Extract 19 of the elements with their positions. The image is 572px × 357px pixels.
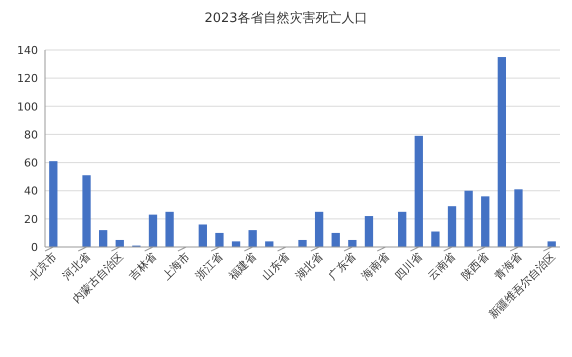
- x-tick-label: 陕西省: [458, 250, 492, 282]
- x-tick-label: 山东省: [259, 250, 292, 282]
- x-tick-label: 广东省: [326, 250, 358, 282]
- y-tick-label: 140: [17, 44, 38, 57]
- x-tick-label: 湖北省: [292, 250, 326, 282]
- chart-title: 2023各省自然灾害死亡人口: [204, 10, 368, 26]
- x-tick-label: 吉林省: [126, 250, 160, 282]
- y-tick-label: 100: [17, 100, 38, 114]
- x-tick-label: 福建省: [226, 250, 259, 282]
- y-tick-label: 120: [17, 72, 38, 86]
- x-tick-label: 四川省: [392, 250, 425, 282]
- x-tick-label: 上海市: [160, 250, 192, 282]
- y-tick-label: 40: [24, 184, 38, 198]
- y-tick-label: 60: [24, 156, 38, 170]
- x-tick-label: 海南省: [359, 250, 392, 282]
- x-tick-label: 浙江省: [193, 250, 226, 282]
- y-tick-label: 80: [24, 128, 38, 142]
- x-tick-label: 云南省: [426, 250, 458, 282]
- y-tick-label: 20: [24, 212, 38, 226]
